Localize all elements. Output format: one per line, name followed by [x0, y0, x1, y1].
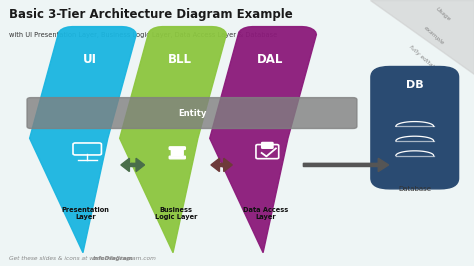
FancyBboxPatch shape [27, 98, 357, 128]
Text: Presentation
Layer: Presentation Layer [62, 207, 110, 221]
Text: with UI Presentation Layer, Business Logic Layer, Data Access Layer & Database: with UI Presentation Layer, Business Log… [9, 32, 278, 38]
Text: Entity: Entity [178, 109, 206, 118]
Polygon shape [211, 158, 232, 172]
Text: Basic 3-Tier Architecture Diagram Example: Basic 3-Tier Architecture Diagram Exampl… [9, 8, 293, 21]
Text: Database: Database [398, 186, 431, 192]
FancyBboxPatch shape [169, 156, 185, 159]
Text: Data Access
Layer: Data Access Layer [243, 207, 289, 221]
FancyBboxPatch shape [172, 148, 183, 156]
Text: DAL: DAL [257, 53, 283, 66]
Polygon shape [29, 27, 136, 253]
FancyBboxPatch shape [371, 66, 459, 189]
Polygon shape [303, 158, 389, 172]
Polygon shape [121, 158, 145, 172]
Text: example: example [422, 25, 445, 46]
Polygon shape [370, 0, 474, 74]
Polygon shape [119, 27, 227, 253]
FancyBboxPatch shape [262, 143, 273, 148]
Text: fully editable: fully editable [408, 44, 440, 73]
Text: Usage: Usage [435, 7, 452, 23]
FancyBboxPatch shape [169, 147, 185, 149]
Text: infoDiagram: infoDiagram [92, 256, 133, 261]
Polygon shape [210, 27, 317, 253]
Text: Business
Logic Layer: Business Logic Layer [155, 207, 197, 221]
Text: DB: DB [406, 80, 424, 90]
Text: UI: UI [83, 53, 97, 66]
Text: Get these slides & icons at www.infoDiagram.com: Get these slides & icons at www.infoDiag… [9, 256, 156, 261]
Text: BLL: BLL [168, 53, 192, 66]
